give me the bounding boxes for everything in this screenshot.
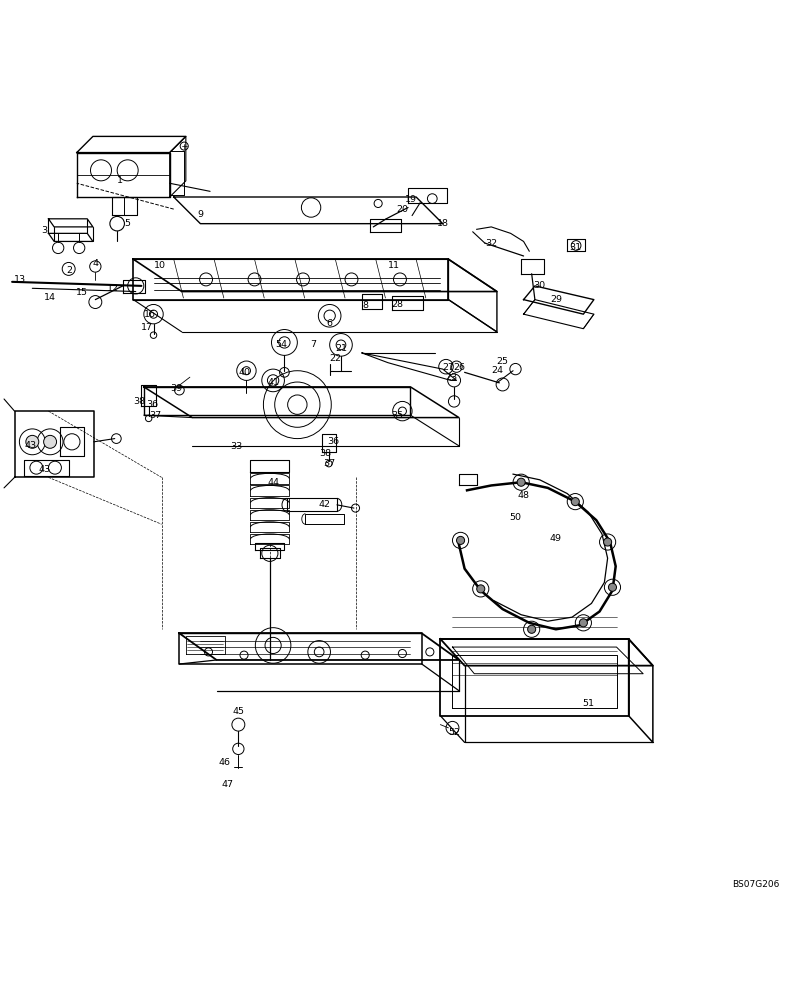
Text: 14: 14: [44, 293, 56, 302]
Text: 46: 46: [219, 758, 230, 767]
Text: 16: 16: [144, 310, 155, 319]
Text: 36: 36: [326, 437, 339, 446]
Text: 49: 49: [550, 534, 562, 543]
Text: 26: 26: [453, 363, 465, 372]
Circle shape: [477, 585, 485, 593]
Circle shape: [26, 435, 39, 448]
Text: 33: 33: [229, 442, 242, 451]
Text: 32: 32: [485, 239, 498, 248]
Text: 23: 23: [444, 373, 457, 382]
Text: 51: 51: [583, 699, 594, 708]
Text: 38: 38: [318, 449, 331, 458]
Text: 1: 1: [116, 176, 123, 185]
Text: 12: 12: [107, 284, 119, 293]
Text: 37: 37: [323, 459, 336, 468]
Text: 2: 2: [66, 266, 73, 275]
Circle shape: [528, 625, 536, 633]
Circle shape: [44, 435, 57, 448]
Text: 54: 54: [276, 340, 287, 349]
Text: 36: 36: [145, 400, 158, 409]
Text: 52: 52: [448, 728, 460, 737]
Text: 6: 6: [326, 319, 333, 328]
Circle shape: [608, 583, 617, 591]
Text: 13: 13: [14, 275, 27, 284]
Text: 17: 17: [141, 323, 153, 332]
Text: 35: 35: [391, 411, 404, 420]
Text: 37: 37: [149, 411, 162, 420]
Text: 29: 29: [550, 295, 562, 304]
Text: 28: 28: [392, 300, 403, 309]
Text: BS07G206: BS07G206: [732, 880, 780, 889]
Text: 30: 30: [533, 281, 546, 290]
Text: 8: 8: [362, 301, 368, 310]
Text: 4: 4: [92, 259, 99, 268]
Circle shape: [571, 498, 579, 506]
Text: 48: 48: [518, 491, 529, 500]
Text: 7: 7: [310, 340, 317, 349]
Text: 43: 43: [38, 465, 51, 474]
Text: 25: 25: [497, 357, 508, 366]
Text: 9: 9: [197, 210, 204, 219]
Text: 18: 18: [437, 219, 448, 228]
Circle shape: [604, 538, 612, 546]
Text: 47: 47: [222, 780, 234, 789]
Text: 31: 31: [569, 243, 582, 252]
Text: 41: 41: [267, 378, 279, 387]
Text: 43: 43: [24, 441, 37, 450]
Text: 50: 50: [510, 513, 521, 522]
Text: 10: 10: [154, 261, 166, 270]
Text: 38: 38: [133, 397, 145, 406]
Text: 24: 24: [491, 366, 503, 375]
Circle shape: [457, 536, 465, 544]
Text: 44: 44: [267, 478, 279, 487]
Text: 39: 39: [170, 384, 183, 393]
Text: 5: 5: [124, 219, 131, 228]
Text: 45: 45: [233, 707, 244, 716]
Text: 15: 15: [77, 288, 88, 297]
Text: 20: 20: [397, 205, 408, 214]
Text: 22: 22: [330, 354, 341, 363]
Text: 19: 19: [405, 195, 416, 204]
Text: 40: 40: [238, 368, 250, 377]
Text: 11: 11: [389, 261, 400, 270]
Circle shape: [517, 478, 525, 486]
Circle shape: [579, 619, 587, 627]
Text: 42: 42: [319, 500, 330, 509]
Text: 21: 21: [335, 344, 347, 353]
Text: 27: 27: [443, 363, 454, 372]
Text: 3: 3: [41, 226, 48, 235]
